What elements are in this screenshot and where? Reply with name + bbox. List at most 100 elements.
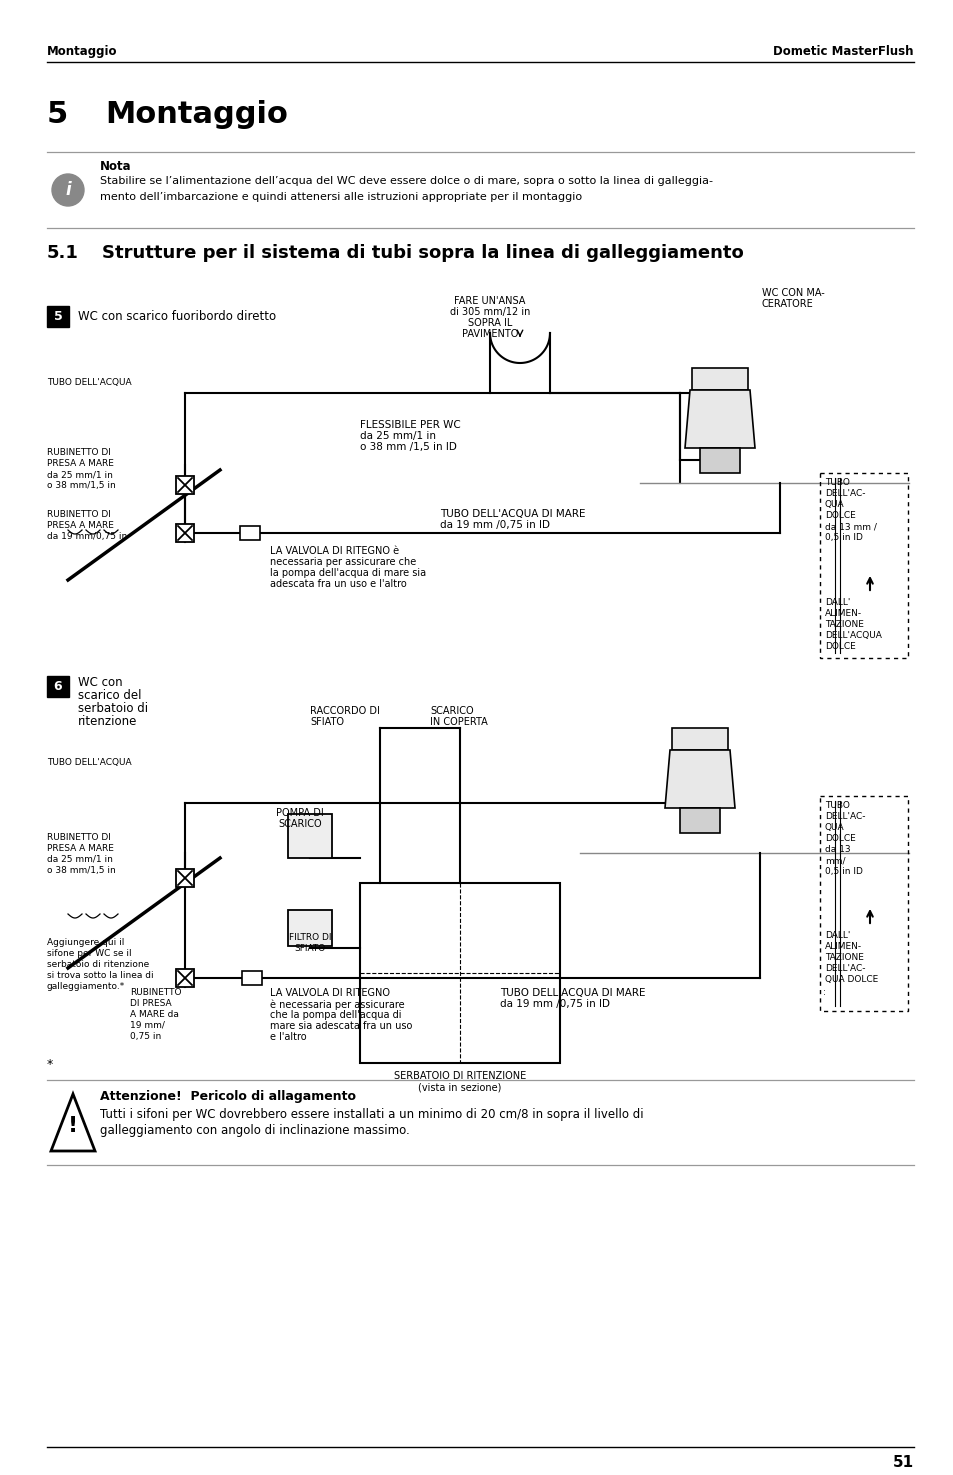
Text: FLESSIBILE PER WC: FLESSIBILE PER WC (359, 420, 460, 431)
Text: da 19 mm /0,75 in ID: da 19 mm /0,75 in ID (439, 521, 550, 530)
Text: DELL'AC-: DELL'AC- (824, 490, 864, 499)
Text: ALIMEN-: ALIMEN- (824, 609, 862, 618)
Text: TUBO: TUBO (824, 801, 849, 810)
Text: *: * (47, 1058, 53, 1071)
Text: LA VALVOLA DI RITEGNO è: LA VALVOLA DI RITEGNO è (270, 546, 398, 556)
Text: scarico del: scarico del (78, 689, 141, 702)
Text: da 19 mm/0,75 in: da 19 mm/0,75 in (47, 532, 127, 541)
Text: Attenzione!  Pericolo di allagamento: Attenzione! Pericolo di allagamento (100, 1090, 355, 1103)
Polygon shape (664, 749, 734, 808)
Text: WC CON MA-: WC CON MA- (761, 288, 824, 298)
Text: da 25 mm/1 in: da 25 mm/1 in (359, 431, 436, 441)
Text: 6: 6 (53, 680, 62, 692)
Text: DELL'AC-: DELL'AC- (824, 965, 864, 974)
Text: WC con: WC con (78, 676, 123, 689)
Bar (47, 305, 69, 327)
Text: 5.1: 5.1 (47, 243, 79, 263)
Text: CERATORE: CERATORE (761, 299, 813, 308)
Text: Nota: Nota (100, 159, 132, 173)
Text: A MARE da: A MARE da (130, 1010, 178, 1019)
Text: da 19 mm /0,75 in ID: da 19 mm /0,75 in ID (499, 999, 609, 1009)
Text: 0,5 in ID: 0,5 in ID (824, 867, 862, 876)
Text: RUBINETTO: RUBINETTO (130, 988, 181, 997)
Text: :: : (822, 988, 825, 997)
Text: si trova sotto la linea di: si trova sotto la linea di (47, 971, 153, 979)
Text: QUA: QUA (824, 500, 843, 509)
Text: 5: 5 (53, 310, 62, 323)
Text: SCARICO: SCARICO (278, 819, 321, 829)
Text: DOLCE: DOLCE (824, 833, 855, 844)
Text: RACCORDO DI: RACCORDO DI (310, 707, 379, 715)
Text: DOLCE: DOLCE (824, 642, 855, 650)
Text: TUBO: TUBO (824, 478, 849, 487)
Text: SFIATO: SFIATO (310, 717, 344, 727)
Text: DOLCE: DOLCE (824, 510, 855, 521)
Bar (679, 808, 720, 833)
Text: Tutti i sifoni per WC dovrebbero essere installati a un minimo di 20 cm/8 in sop: Tutti i sifoni per WC dovrebbero essere … (100, 1108, 643, 1121)
Text: i: i (65, 181, 71, 199)
Text: Dometic MasterFlush: Dometic MasterFlush (773, 46, 913, 58)
Text: TAZIONE: TAZIONE (824, 953, 863, 962)
Text: WC con scarico fuoribordo diretto: WC con scarico fuoribordo diretto (78, 310, 275, 323)
Text: PRESA A MARE: PRESA A MARE (47, 844, 113, 853)
Bar (288, 910, 332, 945)
Text: o 38 mm/1,5 in: o 38 mm/1,5 in (47, 866, 115, 875)
Text: RUBINETTO DI: RUBINETTO DI (47, 448, 111, 457)
Text: o 38 mm /1,5 in ID: o 38 mm /1,5 in ID (359, 442, 456, 451)
Text: PRESA A MARE: PRESA A MARE (47, 521, 113, 530)
Text: sifone per WC se il: sifone per WC se il (47, 948, 132, 957)
Text: SFIATO: SFIATO (294, 944, 325, 953)
Text: RUBINETTO DI: RUBINETTO DI (47, 833, 111, 842)
Text: o 38 mm/1,5 in: o 38 mm/1,5 in (47, 481, 115, 490)
Text: la pompa dell'acqua di mare sia: la pompa dell'acqua di mare sia (270, 568, 426, 578)
Text: di 305 mm/12 in: di 305 mm/12 in (450, 307, 530, 317)
Polygon shape (684, 389, 754, 448)
Text: TAZIONE: TAZIONE (824, 620, 863, 628)
Text: QUA: QUA (824, 823, 843, 832)
Bar (671, 729, 727, 749)
Text: DALL': DALL' (824, 931, 849, 940)
Text: 0,75 in: 0,75 in (130, 1032, 161, 1041)
Text: Montaggio: Montaggio (47, 46, 117, 58)
Text: DI PRESA: DI PRESA (130, 999, 172, 1007)
Bar (47, 676, 69, 698)
Text: DELL'AC-: DELL'AC- (824, 813, 864, 822)
Text: PAVIMENTO: PAVIMENTO (461, 329, 517, 339)
Text: mm/: mm/ (824, 855, 844, 864)
Text: LA VALVOLA DI RITEGNO: LA VALVOLA DI RITEGNO (270, 988, 390, 999)
Text: TUBO DELL'ACQUA DI MARE: TUBO DELL'ACQUA DI MARE (439, 509, 585, 519)
Text: 0,5 in ID: 0,5 in ID (824, 532, 862, 541)
Text: SCARICO: SCARICO (430, 707, 473, 715)
Text: FILTRO DI: FILTRO DI (289, 934, 331, 943)
Text: QUA DOLCE: QUA DOLCE (824, 975, 878, 984)
Bar (820, 473, 907, 658)
Text: IN COPERTA: IN COPERTA (430, 717, 487, 727)
Text: da 13 mm /: da 13 mm / (824, 522, 876, 531)
Text: (vista in sezione): (vista in sezione) (417, 1083, 501, 1092)
Text: 5: 5 (47, 100, 69, 128)
Text: RUBINETTO DI: RUBINETTO DI (47, 510, 111, 519)
Text: 19 mm/: 19 mm/ (130, 1021, 165, 1030)
Text: galleggiamento.*: galleggiamento.* (47, 982, 125, 991)
Bar (359, 884, 559, 1063)
Text: Stabilire se l’alimentazione dell’acqua del WC deve essere dolce o di mare, sopr: Stabilire se l’alimentazione dell’acqua … (100, 176, 712, 186)
Bar (700, 448, 740, 473)
Text: TUBO DELL'ACQUA: TUBO DELL'ACQUA (47, 378, 132, 386)
Text: ALIMEN-: ALIMEN- (824, 943, 862, 951)
Text: Strutture per il sistema di tubi sopra la linea di galleggiamento: Strutture per il sistema di tubi sopra l… (102, 243, 743, 263)
Bar (820, 796, 907, 1010)
Bar (288, 814, 332, 858)
Text: è necessaria per assicurare: è necessaria per assicurare (270, 999, 404, 1009)
Text: mare sia adescata fra un uso: mare sia adescata fra un uso (270, 1021, 412, 1031)
Bar (175, 969, 193, 987)
Text: da 13: da 13 (824, 845, 850, 854)
Text: POMPA DI: POMPA DI (275, 808, 323, 819)
Text: FARE UN'ANSA: FARE UN'ANSA (454, 296, 525, 305)
Text: adescata fra un uso e l'altro: adescata fra un uso e l'altro (270, 580, 406, 589)
Text: Montaggio: Montaggio (105, 100, 288, 128)
Text: che la pompa dell'acqua di: che la pompa dell'acqua di (270, 1010, 401, 1021)
Text: SERBATOIO DI RITENZIONE: SERBATOIO DI RITENZIONE (394, 1071, 525, 1081)
Text: galleggiamento con angolo di inclinazione massimo.: galleggiamento con angolo di inclinazion… (100, 1124, 410, 1137)
Bar (691, 367, 747, 389)
Text: mento dell’imbarcazione e quindi attenersi alle istruzioni appropriate per il mo: mento dell’imbarcazione e quindi attener… (100, 192, 581, 202)
